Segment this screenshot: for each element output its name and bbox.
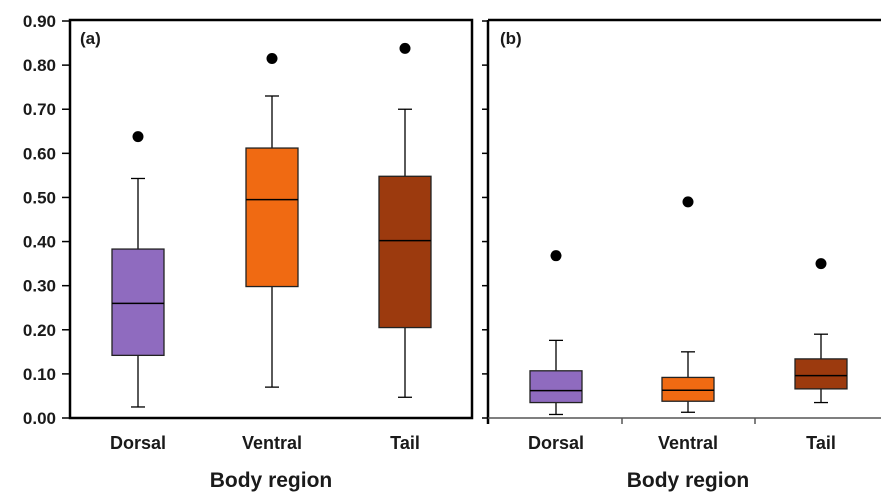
panel-b-y-ticks: [482, 20, 488, 419]
panel-b: (b) Dorsal Ventral Tail Body region: [482, 18, 881, 492]
panel-a: (a) 0.00 0.10 0.20 0.30 0.40 0.50 0.60 0.70 0.80…: [23, 12, 474, 492]
y-tick-label: 0.90: [23, 12, 56, 31]
panel-b-label: (b): [500, 29, 522, 48]
panel-a-boxes: [111, 42, 432, 408]
y-tick-label: 0.70: [23, 100, 56, 119]
category-label-dorsal: Dorsal: [110, 433, 166, 453]
panel-b-boxes: [529, 196, 848, 416]
box-ventral: [245, 147, 299, 288]
y-tick-label: 0.50: [23, 188, 56, 207]
category-label-dorsal: Dorsal: [528, 433, 584, 453]
panel-a-x-axis-title: Body region: [210, 469, 333, 492]
category-label-tail: Tail: [806, 433, 836, 453]
panel-a-label: (a): [80, 29, 101, 48]
outlier-point: [399, 42, 411, 54]
category-label-tail: Tail: [390, 433, 420, 453]
y-tick-label: 0.00: [23, 409, 56, 428]
box-tail: [794, 358, 848, 390]
y-tick-label: 0.40: [23, 233, 56, 252]
box-tail: [378, 175, 432, 329]
category-label-ventral: Ventral: [658, 433, 718, 453]
panel-a-frame: [68, 18, 474, 420]
panel-b-x-axis-title: Body region: [627, 469, 750, 492]
box-dorsal: [529, 370, 583, 404]
box-dorsal: [111, 248, 165, 357]
y-tick-label: 0.20: [23, 321, 56, 340]
category-label-ventral: Ventral: [242, 433, 302, 453]
panel-a-y-axis: 0.00 0.10 0.20 0.30 0.40 0.50 0.60 0.70 0.80 0.90: [23, 12, 70, 428]
outlier-point: [815, 258, 827, 270]
y-tick-label: 0.80: [23, 56, 56, 75]
y-tick-label: 0.10: [23, 365, 56, 384]
y-tick-label: 0.30: [23, 277, 56, 296]
outlier-point: [682, 196, 694, 208]
outlier-point: [132, 131, 144, 143]
y-tick-label: 0.60: [23, 144, 56, 163]
outlier-point: [550, 250, 562, 262]
panel-b-x-ticks: [621, 418, 756, 424]
panel-a-category-labels: Dorsal Ventral Tail: [110, 433, 420, 453]
outlier-point: [266, 53, 278, 65]
box-ventral: [661, 376, 715, 402]
panel-b-category-labels: Dorsal Ventral Tail: [528, 433, 836, 453]
